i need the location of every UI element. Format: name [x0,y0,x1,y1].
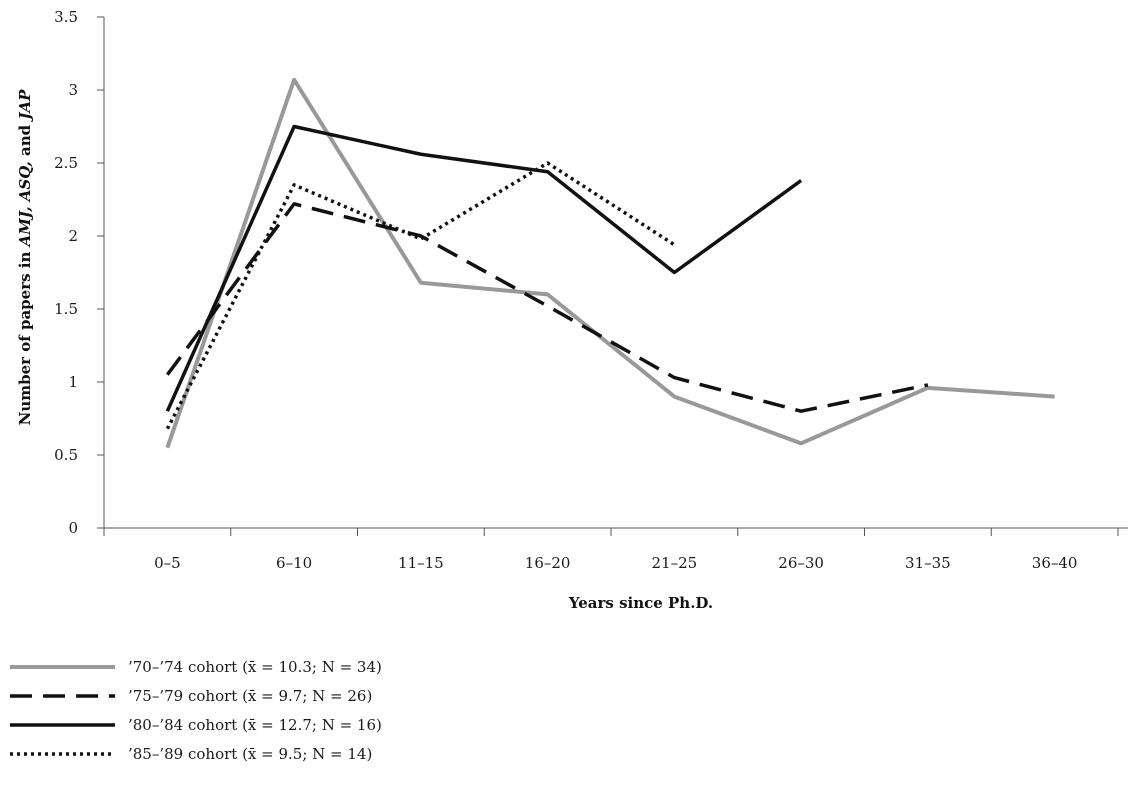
y-axis-title: Number of papers in AMJ, ASQ, and JAP [16,89,34,425]
x-axis-title: Years since Ph.D. [568,594,713,612]
legend: ’70–’74 cohort (x̄ = 10.3; N = 34) ’75–’7… [10,658,382,763]
legend-label-1: ’70–’74 cohort (x̄ = 10.3; N = 34) [128,658,382,676]
legend-label-4: ’85–’89 cohort (x̄ = 9.5; N = 14) [128,745,372,763]
y-tick-label: 2 [68,227,78,245]
y-axis-title-part: Number of papers in [16,246,34,425]
y-axis-title-part: and [16,120,34,162]
series-lines [165,77,1055,449]
y-tick-label: 2.5 [54,154,78,172]
x-axis-ticks: 0–5 6–10 11–15 16–20 21–25 26–30 31–35 36–40 [103,528,1119,572]
legend-label-3: ’80–’84 cohort (x̄ = 12.7; N = 16) [128,716,382,734]
series-line-3 [165,124,803,412]
y-tick-label: 1.5 [54,300,78,318]
x-tick-label: 21–25 [652,554,698,572]
series-line-1 [165,77,1055,449]
x-tick-label: 6–10 [276,554,312,572]
x-tick-label: 16–20 [525,554,571,572]
y-tick-label: 3.5 [54,8,78,26]
x-tick-label: 36–40 [1032,554,1078,572]
series-line-2 [165,202,929,413]
y-axis-ticks: 0 0.5 1 1.5 2 2.5 3 3.5 [54,8,104,537]
y-axis-title-part: JAP [16,89,34,123]
x-tick-label: 31–35 [905,554,951,572]
y-tick-label: 0 [68,519,78,537]
x-tick-label: 26–30 [778,554,824,572]
y-tick-label: 0.5 [54,446,78,464]
y-tick-label: 3 [68,81,78,99]
y-axis-title-part: AMJ, ASQ, [16,161,34,248]
series-line-4 [165,161,676,430]
y-tick-label: 1 [68,373,78,391]
x-tick-label: 0–5 [154,554,181,572]
legend-label-2: ’75–’79 cohort (x̄ = 9.7; N = 26) [128,687,372,705]
x-tick-label: 11–15 [398,554,444,572]
